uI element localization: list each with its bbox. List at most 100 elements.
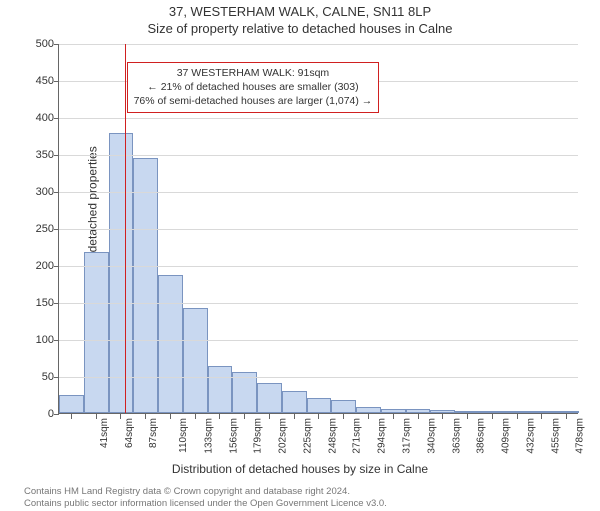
histogram-bar	[356, 407, 381, 413]
xtick-mark	[170, 414, 171, 419]
histogram-bar	[282, 391, 307, 413]
gridline	[59, 229, 578, 230]
xtick-mark	[269, 414, 270, 419]
footer-line-1: Contains HM Land Registry data © Crown c…	[24, 486, 600, 498]
xtick-mark	[195, 414, 196, 419]
xtick-label: 87sqm	[148, 418, 159, 448]
ytick-mark	[54, 414, 59, 415]
gridline	[59, 155, 578, 156]
ytick-mark	[54, 81, 59, 82]
gridline	[59, 192, 578, 193]
footer-line-2: Contains public sector information licen…	[24, 498, 600, 510]
xtick-mark	[393, 414, 394, 419]
xtick-label: 271sqm	[352, 418, 363, 454]
histogram-bar	[257, 383, 282, 413]
xtick-mark	[145, 414, 146, 419]
xtick-mark	[442, 414, 443, 419]
x-axis-label: Distribution of detached houses by size …	[0, 462, 600, 476]
xtick-mark	[343, 414, 344, 419]
plot-area: 05010015020025030035040045050041sqm64sqm…	[58, 44, 578, 414]
title-line-1: 37, WESTERHAM WALK, CALNE, SN11 8LP	[0, 4, 600, 19]
ytick-mark	[54, 118, 59, 119]
ytick-label: 300	[36, 186, 54, 198]
histogram-bar	[232, 372, 257, 413]
xtick-mark	[467, 414, 468, 419]
annotation-line: ← 21% of detached houses are smaller (30…	[134, 80, 373, 94]
xtick-mark	[492, 414, 493, 419]
ytick-mark	[54, 44, 59, 45]
xtick-label: 363sqm	[451, 418, 462, 454]
histogram-bar	[307, 398, 332, 413]
title-line-2: Size of property relative to detached ho…	[0, 21, 600, 36]
xtick-label: 409sqm	[501, 418, 512, 454]
xtick-mark	[120, 414, 121, 419]
gridline	[59, 303, 578, 304]
xtick-mark	[541, 414, 542, 419]
histogram-bar	[381, 409, 406, 413]
xtick-mark	[418, 414, 419, 419]
xtick-label: 455sqm	[550, 418, 561, 454]
xtick-label: 248sqm	[327, 418, 338, 454]
xtick-label: 179sqm	[253, 418, 264, 454]
ytick-label: 100	[36, 334, 54, 346]
ytick-label: 450	[36, 75, 54, 87]
ytick-label: 50	[42, 371, 54, 383]
ytick-label: 250	[36, 223, 54, 235]
annotation-line: 76% of semi-detached houses are larger (…	[134, 94, 373, 108]
histogram-bar	[455, 411, 480, 413]
ytick-label: 400	[36, 112, 54, 124]
xtick-label: 317sqm	[402, 418, 413, 454]
histogram-bar	[183, 308, 208, 413]
ytick-mark	[54, 377, 59, 378]
xtick-label: 202sqm	[278, 418, 289, 454]
histogram-bar	[554, 411, 579, 413]
xtick-label: 110sqm	[178, 418, 189, 453]
ytick-mark	[54, 266, 59, 267]
histogram-bar	[84, 252, 109, 413]
gridline	[59, 44, 578, 45]
xtick-mark	[517, 414, 518, 419]
xtick-mark	[96, 414, 97, 419]
ytick-label: 500	[36, 38, 54, 50]
ytick-mark	[54, 229, 59, 230]
xtick-label: 386sqm	[476, 418, 487, 454]
footer: Contains HM Land Registry data © Crown c…	[24, 486, 600, 511]
xtick-label: 133sqm	[203, 418, 214, 454]
ytick-mark	[54, 192, 59, 193]
histogram-bar	[430, 410, 455, 413]
ytick-label: 150	[36, 297, 54, 309]
xtick-label: 340sqm	[426, 418, 437, 454]
ytick-mark	[54, 340, 59, 341]
histogram-bar	[59, 395, 84, 414]
xtick-label: 156sqm	[228, 418, 239, 454]
histogram-bar	[109, 133, 134, 413]
xtick-mark	[219, 414, 220, 419]
histogram-bar	[133, 158, 158, 413]
histogram-bar	[505, 411, 530, 413]
xtick-label: 478sqm	[575, 418, 586, 454]
xtick-mark	[368, 414, 369, 419]
ytick-mark	[54, 303, 59, 304]
histogram-bar	[406, 409, 431, 413]
histogram-bar	[529, 411, 554, 413]
annotation-line: 37 WESTERHAM WALK: 91sqm	[134, 66, 373, 80]
xtick-mark	[244, 414, 245, 419]
xtick-mark	[318, 414, 319, 419]
gridline	[59, 377, 578, 378]
histogram-bar	[158, 275, 183, 413]
xtick-label: 225sqm	[303, 418, 314, 454]
xtick-mark	[294, 414, 295, 419]
gridline	[59, 340, 578, 341]
xtick-label: 294sqm	[377, 418, 388, 454]
histogram-bar	[480, 411, 505, 413]
histogram-bar	[208, 366, 233, 413]
ytick-label: 0	[48, 408, 54, 420]
gridline	[59, 266, 578, 267]
ytick-label: 200	[36, 260, 54, 272]
xtick-label: 432sqm	[525, 418, 536, 454]
xtick-label: 41sqm	[99, 418, 110, 448]
annotation-box: 37 WESTERHAM WALK: 91sqm← 21% of detache…	[127, 62, 380, 113]
ytick-label: 350	[36, 149, 54, 161]
histogram-bar	[331, 400, 356, 413]
xtick-mark	[566, 414, 567, 419]
